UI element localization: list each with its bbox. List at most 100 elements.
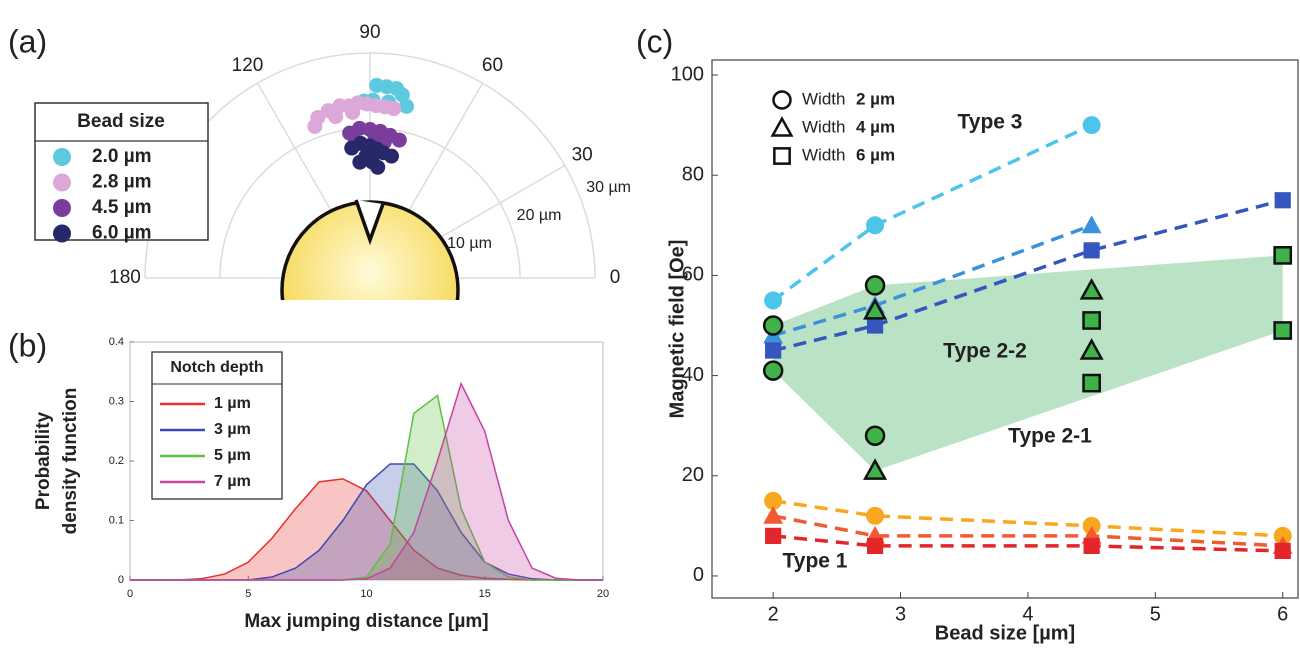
legend-label: 6.0 µm bbox=[92, 223, 152, 244]
y-tick-label: 0.4 bbox=[109, 336, 124, 348]
legend-label: Width bbox=[802, 89, 845, 108]
y-tick-label: 0 bbox=[118, 574, 124, 586]
x-tick-label: 15 bbox=[479, 588, 491, 600]
angle-tick-label: 30 bbox=[572, 145, 593, 166]
legend-box bbox=[151, 351, 283, 500]
legend-marker bbox=[53, 199, 71, 217]
legend-marker bbox=[53, 173, 71, 192]
data-point bbox=[762, 360, 784, 381]
data-point bbox=[307, 118, 323, 134]
x-axis-label: Max jumping distance [µm] bbox=[244, 611, 488, 632]
legend-label: Width bbox=[802, 117, 845, 136]
y-axis-label: Probability bbox=[33, 411, 54, 510]
data-point bbox=[352, 154, 368, 170]
legend-label: 3 µm bbox=[214, 421, 251, 438]
radial-tick-label: 20 µm bbox=[517, 207, 562, 224]
radial-tick-label: 30 µm bbox=[586, 179, 631, 196]
x-tick-label: 0 bbox=[127, 588, 133, 600]
data-point bbox=[1273, 246, 1293, 265]
dashed-line bbox=[772, 499, 1283, 538]
data-point bbox=[1082, 373, 1101, 393]
area-line bbox=[130, 381, 603, 581]
area-fill bbox=[130, 478, 603, 580]
data-point bbox=[863, 458, 888, 480]
panel-label: (c) bbox=[636, 23, 673, 59]
legend-label: 2.8 µm bbox=[92, 172, 152, 193]
data-point bbox=[1274, 542, 1291, 560]
x-tick-label: 2 bbox=[768, 603, 779, 625]
legend-label: Width bbox=[802, 145, 845, 164]
area-line bbox=[130, 478, 603, 581]
x-tick-label: 20 bbox=[597, 588, 609, 600]
data-point bbox=[764, 291, 783, 310]
legend-marker bbox=[772, 90, 792, 110]
y-tick-label: 80 bbox=[682, 163, 704, 185]
y-tick-label: 20 bbox=[682, 464, 704, 486]
legend-title: Notch depth bbox=[170, 359, 263, 376]
y-tick-label: 0 bbox=[693, 564, 704, 586]
annotation: Type 3 bbox=[958, 111, 1023, 134]
data-point bbox=[765, 527, 782, 544]
y-tick-label: 0.3 bbox=[109, 395, 124, 407]
x-tick-label: 3 bbox=[895, 603, 906, 625]
x-tick-label: 5 bbox=[1150, 603, 1161, 625]
angle-tick-label: 180 bbox=[109, 267, 141, 288]
notch bbox=[356, 200, 383, 240]
dashed-line bbox=[772, 198, 1284, 353]
notch-edge bbox=[354, 199, 385, 246]
data-point bbox=[864, 275, 886, 296]
data-point bbox=[764, 491, 783, 510]
y-tick-label: 100 bbox=[671, 63, 704, 85]
y-tick-label: 0.1 bbox=[109, 514, 124, 526]
angle-tick-label: 90 bbox=[359, 22, 380, 43]
x-tick-label: 6 bbox=[1277, 603, 1288, 625]
dashed-line bbox=[772, 534, 1283, 553]
y-tick-label: 40 bbox=[682, 364, 704, 386]
plot-area bbox=[762, 116, 1293, 560]
data-point bbox=[762, 315, 784, 336]
legend-label: 4.5 µm bbox=[92, 197, 152, 218]
data-point bbox=[398, 98, 414, 114]
data-point bbox=[863, 297, 888, 320]
data-point bbox=[866, 506, 885, 525]
legend-marker bbox=[773, 147, 791, 165]
data-point bbox=[383, 148, 399, 164]
data-point bbox=[1083, 242, 1100, 259]
data-point bbox=[391, 132, 407, 148]
data-point bbox=[866, 216, 885, 235]
radial-tick-label: 10 µm bbox=[447, 235, 492, 252]
legend-title: Bead size bbox=[77, 111, 165, 132]
legend-marker bbox=[770, 116, 794, 137]
annotation: Type 2-2 bbox=[943, 340, 1027, 363]
y-tick-label: 0.2 bbox=[109, 455, 124, 467]
data-point bbox=[386, 101, 402, 117]
legend-box bbox=[34, 102, 209, 241]
legend-marker bbox=[53, 148, 71, 166]
panel-label: (a) bbox=[8, 23, 47, 59]
data-point bbox=[864, 425, 886, 446]
data-point bbox=[394, 87, 410, 103]
legend-marker bbox=[53, 224, 71, 243]
y-tick-label: 60 bbox=[682, 264, 704, 286]
data-point bbox=[345, 104, 361, 120]
x-tick-label: 10 bbox=[360, 588, 372, 600]
data-point bbox=[1273, 526, 1292, 545]
data-point bbox=[1079, 338, 1104, 360]
data-point bbox=[370, 159, 386, 175]
data-point bbox=[866, 317, 884, 334]
data-point bbox=[866, 537, 884, 555]
data-point bbox=[765, 342, 782, 359]
data-point bbox=[1082, 311, 1101, 330]
legend-value: 2 µm bbox=[856, 89, 895, 108]
angle-tick-label: 0 bbox=[610, 267, 621, 288]
dashed-line bbox=[772, 514, 1283, 548]
x-tick-label: 5 bbox=[245, 588, 251, 600]
y-axis-label: Magnetic field [Oe] bbox=[666, 240, 688, 419]
annotation: Type 2-1 bbox=[1008, 425, 1092, 448]
data-point bbox=[1081, 215, 1102, 234]
shaded-region bbox=[773, 255, 1283, 471]
legend-value: 6 µm bbox=[856, 145, 895, 164]
data-point bbox=[763, 505, 784, 524]
annotation: Type 1 bbox=[783, 550, 848, 573]
